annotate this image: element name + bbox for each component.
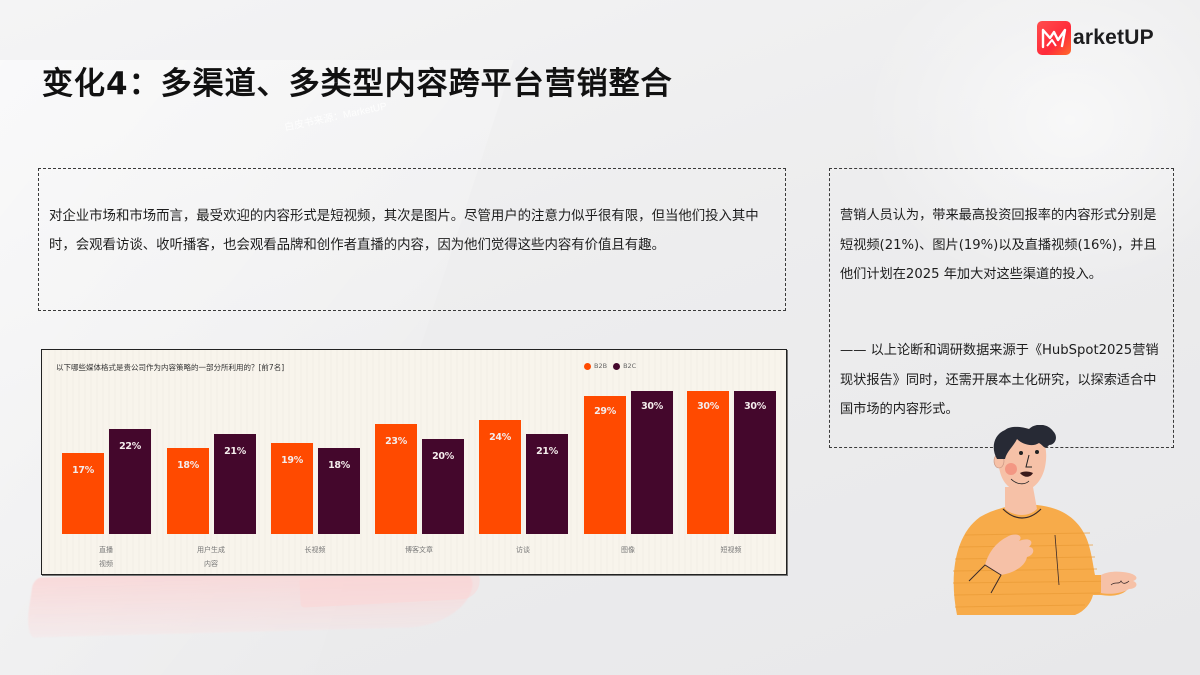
- bar-value-label: 20%: [432, 450, 454, 462]
- category-label: 访谈: [516, 546, 530, 554]
- bar-value-label: 19%: [281, 455, 303, 467]
- bar-b2c: 30%: [734, 391, 776, 534]
- bar-b2c: 18%: [318, 448, 360, 534]
- category-label: 短视频: [720, 546, 742, 554]
- bar-value-label: 18%: [328, 460, 350, 472]
- bar-group: 18% 21%: [167, 433, 256, 534]
- bar-b2c: 21%: [214, 433, 256, 534]
- bar-group: 24% 21%: [479, 419, 568, 534]
- presenter-illustration: [952, 425, 1137, 615]
- category-label: 长视频: [304, 546, 326, 554]
- legend-dot-icon: [584, 362, 591, 370]
- bar-group: 19% 18%: [271, 443, 360, 534]
- bar-value-label: 29%: [594, 405, 616, 417]
- intro-text-box: 对企业市场和市场而言，最受欢迎的内容形式是短视频，其次是图片。尽管用户的注意力似…: [38, 168, 786, 311]
- bar-b2b: 23%: [375, 424, 417, 534]
- bar-group: 23% 20%: [375, 424, 464, 534]
- category-label: 用户生成 内容: [197, 546, 225, 568]
- insight-paragraph: 营销人员认为，带来最高投资回报率的内容形式分别是短视频(21%)、图片(19%)…: [840, 208, 1157, 282]
- bar-value-label: 30%: [744, 401, 766, 412]
- bar-b2b: 19%: [271, 443, 313, 534]
- bar-group: 30% 30%: [687, 391, 776, 534]
- bar-value-label: 23%: [385, 436, 407, 448]
- chart-title: 以下哪些媒体格式是贵公司作为内容策略的一部分所利用的？[前7名]: [56, 363, 285, 372]
- bar-value-label: 17%: [72, 464, 94, 476]
- bar-group: 17% 22%: [62, 429, 151, 534]
- bar-b2b: 29%: [584, 395, 626, 534]
- bar-value-label: 18%: [177, 460, 199, 472]
- insight-text-box: 营销人员认为，带来最高投资回报率的内容形式分别是短视频(21%)、图片(19%)…: [829, 168, 1174, 448]
- legend-dot-icon: [613, 362, 621, 370]
- bar-value-label: 30%: [697, 401, 719, 412]
- legend-item-b2c: B2C: [613, 362, 636, 370]
- chart-legend: B2B B2C: [584, 362, 636, 370]
- bar-value-label: 22%: [119, 441, 141, 453]
- bar-b2b: 24%: [479, 419, 521, 534]
- source-note: —— 以上论断和调研数据来源于《HubSpot2025营销现状报告》同时，还需开…: [840, 343, 1159, 417]
- logo-text: arketUP: [1073, 26, 1154, 49]
- bar-b2b: 30%: [687, 391, 729, 534]
- bar-value-label: 21%: [224, 445, 246, 457]
- legend-label: B2C: [623, 362, 637, 370]
- bar-b2c: 30%: [631, 391, 673, 534]
- category-label: 博客文章: [405, 546, 433, 554]
- intro-text: 对企业市场和市场而言，最受欢迎的内容形式是短视频，其次是图片。尽管用户的注意力似…: [49, 209, 759, 253]
- legend-item-b2b: B2B: [584, 362, 607, 370]
- chart-plot-area: 17% 22% 直播 视频 18% 21% 用户生成 内容 19% 18% 长视频 23% 20% 博客文…: [42, 350, 786, 574]
- brand-logo: arketUP: [1037, 21, 1154, 55]
- bar-chart: 以下哪些媒体格式是贵公司作为内容策略的一部分所利用的？[前7名] B2B B2C…: [41, 349, 787, 575]
- bar-b2c: 20%: [422, 438, 464, 534]
- category-label: 图像: [621, 546, 635, 554]
- bar-group: 29% 30%: [584, 391, 673, 534]
- bar-value-label: 24%: [489, 431, 511, 443]
- page-title: 变化4：多渠道、多类型内容跨平台营销整合: [42, 66, 673, 102]
- logo-m-icon: [1037, 21, 1071, 55]
- category-label: 直播 视频: [99, 546, 113, 568]
- bar-b2c: 21%: [526, 433, 568, 534]
- bar-value-label: 21%: [536, 445, 558, 457]
- bar-b2b: 18%: [167, 448, 209, 534]
- bar-b2c: 22%: [109, 429, 151, 534]
- bar-b2b: 17%: [62, 452, 104, 534]
- bar-value-label: 30%: [641, 401, 663, 412]
- legend-label: B2B: [594, 362, 608, 370]
